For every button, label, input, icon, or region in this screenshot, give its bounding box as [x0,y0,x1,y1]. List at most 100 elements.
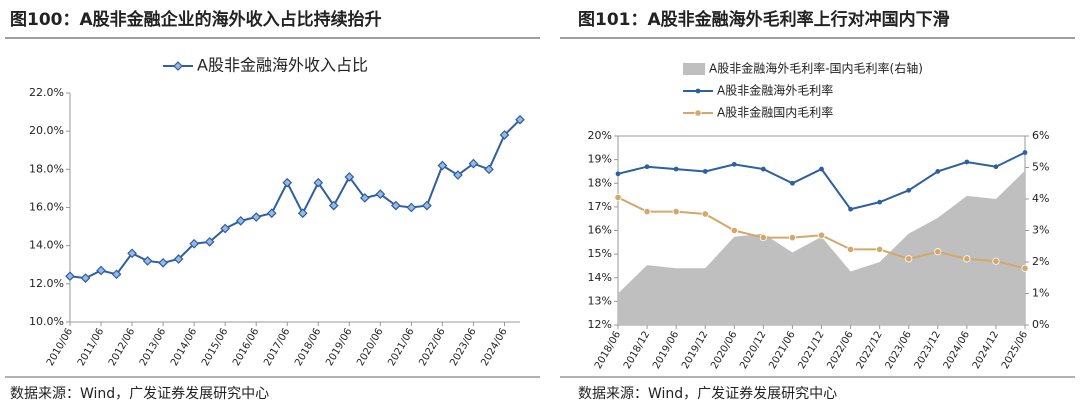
x-tick-label: 2019/12 [680,330,710,371]
data-point [422,200,432,211]
x-tick-label: 2020/12 [738,330,768,371]
data-point [375,189,386,199]
x-tick-label: 2014/06 [169,327,199,368]
data-point [905,255,913,263]
y-tick-label: 16.0% [29,201,64,214]
x-tick-label: 2023/06 [448,326,478,367]
data-point [759,233,767,242]
x-tick-label: 2023/06 [884,330,914,371]
y2-tick-label: 6% [1032,129,1049,142]
data-point [297,208,308,219]
data-point [65,271,75,282]
y2-tick-label: 0% [1032,318,1049,331]
data-point [1021,264,1029,272]
x-tick-label: 2021/06 [386,327,416,368]
x-tick-label: 2018/12 [622,330,652,371]
data-point [790,180,795,186]
y-tick-label: 14.0% [29,239,64,252]
legend-swatch [683,63,705,75]
data-point [235,216,246,226]
x-tick-label: 2019/06 [324,327,354,368]
data-point [702,169,708,174]
data-point [158,257,168,268]
data-point [877,199,883,205]
data-point [80,273,91,283]
y2-tick-label: 3% [1032,224,1049,237]
line [69,119,521,280]
data-point [1022,150,1028,155]
data-point [515,114,525,125]
legend-marker [695,88,701,94]
data-point [992,257,1000,265]
x-tick-label: 2022/12 [855,330,885,371]
data-point [468,158,479,169]
data-point [453,170,463,180]
x-tick-label: 2016/06 [231,327,261,368]
data-point [730,226,738,235]
data-point [127,248,137,259]
y-tick-label: 20% [588,129,612,142]
data-point [643,208,651,216]
data-point [484,164,494,175]
legend-marker [173,61,183,71]
x-tick-label: 2025/06 [1000,330,1030,371]
legend-label: A股非金融海外毛利率-国内毛利率(右轴) [709,61,923,76]
x-tick-label: 2024/12 [971,330,1001,371]
data-point [963,255,971,263]
data-point [906,187,912,193]
data-point [189,238,199,249]
x-tick-label: 2021/06 [767,330,797,371]
x-tick-label: 2015/06 [200,327,230,368]
x-tick-label: 2022/06 [825,330,855,371]
x-tick-label: 2018/06 [293,327,323,368]
x-tick-label: 2022/06 [417,327,447,368]
data-point [817,231,826,239]
x-tick-label: 2024/06 [479,327,509,368]
data-point [673,166,679,172]
data-point [615,171,621,177]
x-tick-label: 2023/12 [913,330,943,371]
chart-title: 图101：A股非金融海外毛利率上行对冲国内下滑 [578,9,950,30]
legend-label: A股非金融海外收入占比 [197,56,368,75]
x-tick-label: 2018/06 [593,330,623,371]
data-point [220,223,231,234]
x-tick-label: 2012/06 [107,327,137,368]
y-tick-label: 12% [588,318,612,331]
x-tick-label: 2010/06 [45,327,75,368]
data-point [819,166,824,172]
y-tick-label: 20.0% [29,124,64,137]
y-tick-label: 14% [588,271,612,284]
legend-label: A股非金融国内毛利率 [717,105,833,120]
y-tick-label: 13% [588,294,612,307]
y-tick-label: 19% [588,153,612,166]
x-tick-label: 2020/06 [709,330,739,371]
x-tick-label: 2017/06 [262,327,292,368]
data-point [788,233,797,242]
x-tick-label: 2019/06 [651,330,681,371]
source: 数据来源：Wind，广发证券发展研究中心 [10,386,269,402]
data-point [848,206,853,212]
y2-tick-label: 2% [1032,255,1049,268]
data-point [391,200,401,211]
x-tick-label: 2024/06 [942,330,972,371]
data-point [846,245,855,253]
data-point [935,169,941,174]
y-tick-label: 10.0% [29,315,64,328]
y2-tick-label: 4% [1032,192,1049,205]
data-point [111,269,122,280]
data-point [251,212,262,222]
data-point [876,245,884,253]
data-point [142,256,153,266]
data-point [644,164,650,170]
data-point [993,164,999,170]
data-point [964,159,970,165]
x-tick-label: 2020/06 [355,327,385,368]
y-tick-label: 18.0% [29,162,64,175]
data-point [934,248,942,256]
data-point [499,130,510,140]
y-tick-label: 15% [588,247,612,260]
y2-tick-label: 1% [1032,287,1049,300]
data-point [204,237,215,247]
legend-marker [694,109,702,117]
